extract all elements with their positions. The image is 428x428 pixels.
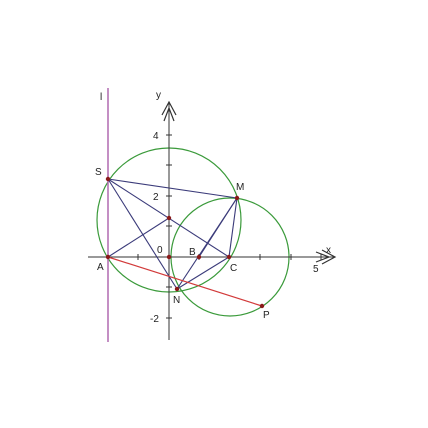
point-label: N <box>173 295 180 306</box>
triangles <box>107 178 238 290</box>
tick-label: -2 <box>150 314 159 325</box>
line-label: l <box>100 92 102 103</box>
point-label: C <box>230 263 237 274</box>
tick-label: 4 <box>153 131 159 142</box>
origin-label: 0 <box>157 245 163 256</box>
x-arrow <box>315 249 337 265</box>
x-axis-label: x <box>326 245 331 256</box>
y-axis-label: y <box>156 90 161 101</box>
point-label: P <box>263 310 270 321</box>
point-label: A <box>97 262 104 273</box>
point-label: B <box>189 247 196 258</box>
tick-label: 5 <box>313 264 319 275</box>
points <box>105 176 265 309</box>
y-arrow <box>161 100 177 122</box>
line-ap <box>107 256 263 307</box>
point-label: M <box>236 182 244 193</box>
point-label: S <box>95 167 102 178</box>
tick-label: 2 <box>153 192 159 203</box>
